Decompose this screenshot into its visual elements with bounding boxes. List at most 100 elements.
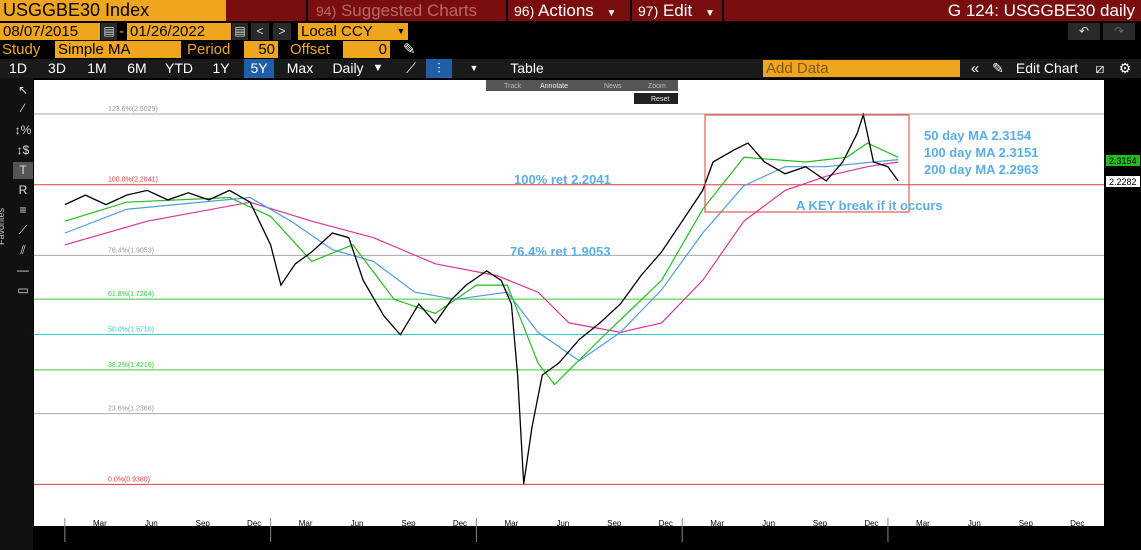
frequency-select[interactable]: Daily bbox=[332, 60, 364, 76]
table-button[interactable]: Table bbox=[510, 60, 544, 76]
news-button[interactable]: News bbox=[604, 83, 622, 90]
date-row: 08/07/2015 ▤ - 01/26/2022 ▤ < > Local CC… bbox=[0, 22, 1141, 41]
caret-down-icon: ▼ bbox=[606, 8, 617, 19]
y-tick-label: 2.4000 bbox=[1110, 134, 1135, 143]
period-ytd[interactable]: YTD bbox=[165, 60, 193, 76]
period-5y[interactable]: 5Y bbox=[244, 59, 274, 78]
redo-icon[interactable]: ↷ bbox=[1103, 23, 1135, 40]
date-dash: - bbox=[119, 23, 124, 40]
title-bar: USGGBE30 Index 94) Suggested Charts 96) … bbox=[0, 0, 1141, 21]
period-1y[interactable]: 1Y bbox=[212, 60, 230, 76]
edit-num: 97) bbox=[638, 3, 659, 19]
edit-icon[interactable]: ⧄ bbox=[1095, 60, 1105, 76]
chevron-right-icon[interactable]: > bbox=[273, 23, 291, 40]
ma-last-value: 2.3154 bbox=[1109, 156, 1137, 166]
percent-tool-icon[interactable]: ↕% bbox=[14, 123, 32, 137]
divider bbox=[722, 0, 724, 21]
price-last-tag bbox=[1106, 176, 1140, 187]
x-year-label: 2021 bbox=[776, 532, 794, 541]
period-1d[interactable]: 1D bbox=[9, 60, 27, 76]
fib-label: 38.2%(1.4216) bbox=[108, 362, 154, 369]
pencil-icon[interactable]: ✎ bbox=[992, 60, 1004, 76]
pencil-icon[interactable]: ✎ bbox=[403, 41, 416, 58]
fib-label: 23.6%(1.2368) bbox=[108, 406, 154, 413]
caret-down-icon[interactable]: ▼ bbox=[469, 63, 479, 73]
period-max[interactable]: Max bbox=[286, 60, 314, 76]
bar-chart-icon[interactable]: ⫶ bbox=[426, 59, 452, 78]
pen-icon[interactable]: ∕ bbox=[21, 101, 24, 115]
start-date-field[interactable]: 08/07/2015 bbox=[0, 23, 100, 40]
x-month-label: Mar bbox=[710, 519, 724, 528]
offset-input[interactable]: 0 bbox=[343, 41, 390, 58]
actions-menu[interactable]: 96) Actions ▼ bbox=[514, 0, 616, 21]
period-3d[interactable]: 3D bbox=[48, 60, 66, 76]
fib-label: 100.0%(2.2041) bbox=[108, 177, 158, 184]
fib-label: 76.4%(1.9053) bbox=[108, 247, 154, 254]
period-6m[interactable]: 6M bbox=[127, 60, 147, 76]
calendar-icon[interactable]: ▤ bbox=[232, 23, 248, 40]
x-year-label: 2019 bbox=[365, 532, 383, 541]
x-year-label: 2022 bbox=[982, 532, 1000, 541]
annotation-100-ret: 100% ret 2.2041 bbox=[514, 172, 611, 187]
channel-icon[interactable]: ⫽ bbox=[20, 243, 26, 257]
currency-select[interactable]: Local CCY bbox=[298, 23, 394, 40]
caret-down-icon[interactable]: ▼ bbox=[372, 62, 384, 74]
study-label: Study bbox=[2, 41, 41, 58]
add-data-input[interactable]: Add Data bbox=[763, 60, 960, 77]
edit-label: Edit bbox=[662, 1, 693, 20]
divider bbox=[306, 0, 308, 21]
annotation-200ma: 200 day MA 2.2963 bbox=[924, 162, 1038, 177]
x-year-label: 2020 bbox=[570, 532, 588, 541]
x-month-label: Jun bbox=[351, 519, 364, 528]
end-date-field[interactable]: 01/26/2022 bbox=[127, 23, 231, 40]
line-chart-icon[interactable]: ⟋ bbox=[406, 60, 416, 76]
track-button[interactable]: Track bbox=[504, 83, 522, 90]
undo-icon[interactable]: ↶ bbox=[1068, 23, 1100, 40]
chevron-left-icon[interactable]: < bbox=[251, 23, 269, 40]
text-tool-icon[interactable]: T bbox=[13, 162, 33, 179]
retracement-icon[interactable]: R bbox=[18, 183, 28, 197]
x-year-label: 2018 bbox=[159, 532, 177, 541]
ma-last-tag bbox=[1106, 155, 1140, 166]
x-month-label: Jun bbox=[762, 519, 775, 528]
edit-menu[interactable]: 97) Edit ▼ bbox=[638, 0, 715, 21]
favorites-tab[interactable]: Favorites bbox=[0, 208, 6, 246]
reset-button[interactable]: Reset bbox=[651, 96, 669, 103]
x-month-label: Sep bbox=[196, 519, 211, 528]
collapse-icon[interactable]: « bbox=[970, 60, 980, 77]
shape-icon[interactable]: ▭ bbox=[17, 283, 29, 297]
fib-tool-icon[interactable]: ≡ bbox=[19, 203, 27, 217]
cursor-icon[interactable]: ↖ bbox=[17, 83, 29, 97]
chart-toolbar bbox=[486, 80, 678, 91]
horizontal-line-icon[interactable]: — bbox=[17, 263, 29, 277]
study-select[interactable]: Simple MA bbox=[55, 41, 181, 58]
calendar-icon[interactable]: ▤ bbox=[101, 23, 117, 40]
period-input[interactable]: 50 bbox=[244, 41, 278, 58]
trend-line-icon[interactable]: ⟋ bbox=[18, 223, 28, 237]
y-tick-label: 1.0000 bbox=[1110, 466, 1135, 475]
annotate-button[interactable]: Annotate bbox=[540, 83, 568, 90]
caret-down-icon[interactable]: ▼ bbox=[394, 23, 408, 40]
actions-label: Actions bbox=[538, 1, 594, 20]
x-month-label: Mar bbox=[299, 519, 313, 528]
dollar-tool-icon[interactable]: ↕$ bbox=[16, 143, 30, 157]
period-1m[interactable]: 1M bbox=[87, 60, 107, 76]
x-month-label: Sep bbox=[607, 519, 622, 528]
price-chart[interactable]: 123.6%(2.5029) 100.0%(2.2041) 76.4%(1.9053… bbox=[34, 80, 1141, 550]
fib-label: 61.8%(1.7204) bbox=[108, 291, 154, 298]
x-month-label: Dec bbox=[453, 519, 467, 528]
reset-background bbox=[634, 93, 678, 104]
annotation-key-break: A KEY break if it occurs bbox=[796, 198, 943, 213]
divider bbox=[506, 0, 508, 21]
fib-label: 123.6%(2.5029) bbox=[108, 106, 158, 113]
annotation-50ma: 50 day MA 2.3154 bbox=[924, 128, 1032, 143]
ticker-field[interactable]: USGGBE30 Index bbox=[0, 0, 226, 21]
zoom-button[interactable]: Zoom bbox=[648, 83, 666, 90]
x-month-label: Dec bbox=[247, 519, 261, 528]
caret-down-icon: ▼ bbox=[705, 8, 715, 19]
y-tick-label: 2.0000 bbox=[1110, 229, 1135, 238]
gear-icon[interactable]: ⚙ bbox=[1118, 60, 1132, 76]
suggested-charts-menu[interactable]: 94) Suggested Charts bbox=[316, 0, 477, 21]
edit-chart-button[interactable]: Edit Chart bbox=[1015, 60, 1079, 76]
ma200-line bbox=[64, 161, 899, 334]
